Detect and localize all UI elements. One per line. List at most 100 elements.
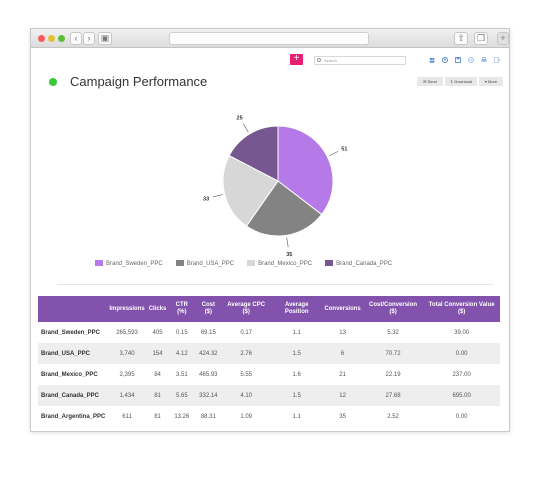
table-cell: 1.1 <box>292 413 301 420</box>
sidebar-icon[interactable]: ▣ <box>98 32 112 45</box>
table-row: Brand_Canada_PPC 1,434 81 5.65 332.14 4.10 1.5… <box>38 385 500 406</box>
table-cell: 154 <box>146 343 169 364</box>
more-button[interactable]: ▾ More <box>479 77 503 86</box>
more-label: More <box>488 79 498 84</box>
table-cell: 13 <box>339 329 346 336</box>
more-icon: ▾ <box>484 79 487 84</box>
pie-leader-line <box>242 123 249 133</box>
table-cell: 1.6 <box>292 371 301 378</box>
download-icon: ↧ <box>449 79 454 84</box>
pie-data-label: 25 <box>237 116 243 122</box>
forward-icon[interactable]: › <box>83 32 95 45</box>
browser-window: ‹ › ▣ ⇧ ❐ + + Search Ca <box>30 28 510 432</box>
column-header: Average Position <box>270 296 323 322</box>
pie-data-label: 33 <box>203 197 209 203</box>
legend-swatch <box>95 260 103 266</box>
pie-slice-brand-sweden-ppc[interactable] <box>277 125 334 216</box>
share-icon[interactable]: ⇧ <box>454 32 468 45</box>
download-label: Download <box>454 79 473 84</box>
table-cell: 12 <box>322 385 363 406</box>
column-header: Impressions <box>107 296 147 322</box>
users-icon[interactable] <box>429 57 435 63</box>
legend-item[interactable]: Brand_USA_PPC <box>175 260 235 268</box>
column-header: Clicks <box>146 296 169 322</box>
save-icon[interactable] <box>455 57 461 63</box>
print-icon[interactable] <box>481 57 487 63</box>
table-cell: 21 <box>339 371 346 378</box>
address-bar[interactable] <box>169 32 369 45</box>
column-header: Cost/Conversion ($) <box>362 296 424 322</box>
back-icon[interactable]: ‹ <box>70 32 82 45</box>
campaign-name-cell: Brand_Sweden_PPC <box>41 329 101 336</box>
table-cell: 13.26 <box>174 413 190 420</box>
campaign-table: Impressions Clicks CTR (%) Cost ($) Average … <box>38 296 500 427</box>
table-cell: 22.19 <box>385 371 401 378</box>
table-cell: 0.00 <box>455 413 468 420</box>
chart-legend: Brand_Sweden_PPC Brand_USA_PPC Brand_Mexic… <box>95 260 405 270</box>
table-cell: 3.51 <box>176 371 188 378</box>
search-input[interactable]: Search <box>314 56 406 65</box>
table-cell: 70.72 <box>362 343 424 364</box>
table-cell: 0.15 <box>176 329 188 336</box>
settings-icon[interactable] <box>468 57 474 63</box>
legend-item[interactable]: Brand_Mexico_PPC <box>247 260 312 268</box>
campaign-pie-chart: 51 35 33 25 <box>203 116 347 258</box>
table-cell: 265,593 <box>116 329 138 336</box>
column-header: CTR (%) <box>168 296 196 322</box>
status-dot-icon <box>49 78 57 86</box>
legend-item[interactable]: Brand_Sweden_PPC <box>95 260 163 268</box>
table-cell: 27.68 <box>362 385 424 406</box>
export-icon[interactable] <box>494 57 500 63</box>
minimize-window-icon[interactable] <box>48 35 55 42</box>
legend-swatch <box>247 260 256 266</box>
pie-data-label: 51 <box>341 146 347 152</box>
section-divider <box>57 284 493 285</box>
user-icon[interactable] <box>442 57 448 63</box>
table-cell: 237.00 <box>452 371 471 378</box>
legend-label: Brand_Mexico_PPC <box>258 261 313 267</box>
pie-leader-line <box>286 237 289 248</box>
add-button[interactable]: + <box>290 54 303 65</box>
column-header: Conversions <box>322 296 363 322</box>
campaign-name-cell: Brand_Argentina_PPC <box>41 413 106 420</box>
table-cell: 6 <box>322 343 363 364</box>
table-cell: 5.55 <box>240 371 253 378</box>
new-tab-icon[interactable]: + <box>497 32 509 45</box>
pie-slice-brand-usa-ppc[interactable] <box>245 180 323 237</box>
table-cell: 81 <box>146 385 169 406</box>
table-row: Brand_Mexico_PPC 2,395 84 3.51 465.93 5.55 1.6… <box>38 364 500 385</box>
download-button[interactable]: ↧ Download <box>445 77 477 86</box>
table-cell: 405 <box>152 329 163 336</box>
table-body: Brand_Sweden_PPC 265,593 405 0.15 69.15 0.17 1… <box>38 322 500 427</box>
legend-label: Brand_Sweden_PPC <box>106 261 163 267</box>
table-header-row: Impressions Clicks CTR (%) Cost ($) Average … <box>38 296 500 322</box>
pie-slice-brand-mexico-ppc[interactable] <box>222 154 279 227</box>
pie-data-label: 35 <box>286 252 292 258</box>
table-cell: 3,740 <box>107 343 147 364</box>
maximize-window-icon[interactable] <box>58 35 65 42</box>
close-window-icon[interactable] <box>38 35 45 42</box>
send-button[interactable]: ✉ Send <box>417 77 443 86</box>
table-cell: 1.5 <box>270 385 323 406</box>
search-icon <box>317 58 321 62</box>
legend-item[interactable]: Brand_Canada_PPC <box>325 260 392 268</box>
table-cell: 0.17 <box>240 329 253 336</box>
table-cell: 332.14 <box>195 385 222 406</box>
legend-swatch <box>325 260 334 266</box>
table-cell: 1.09 <box>240 413 253 420</box>
table-row: Brand_USA_PPC 3,740 154 4.12 424.32 2.76 1.5 6 7… <box>38 343 500 364</box>
table-cell: 69.15 <box>200 329 216 336</box>
pie-leader-line <box>212 194 223 198</box>
table-cell: 39.00 <box>454 329 470 336</box>
tabs-icon[interactable]: ❐ <box>474 32 488 45</box>
pie-slice-brand-canada-ppc[interactable] <box>228 125 279 182</box>
campaign-name-cell: Brand_Canada_PPC <box>38 385 108 406</box>
table-cell: 465.93 <box>199 371 218 378</box>
table-cell: 4.10 <box>221 385 271 406</box>
send-icon: ✉ <box>423 79 427 84</box>
browser-titlebar: ‹ › ▣ ⇧ ❐ + <box>31 29 509 48</box>
campaign-name-cell: Brand_USA_PPC <box>38 343 108 364</box>
legend-label: Brand_USA_PPC <box>186 261 235 267</box>
table-row: Brand_Sweden_PPC 265,593 405 0.15 69.15 0.17 1… <box>38 322 500 343</box>
table-cell: 2.76 <box>221 343 271 364</box>
